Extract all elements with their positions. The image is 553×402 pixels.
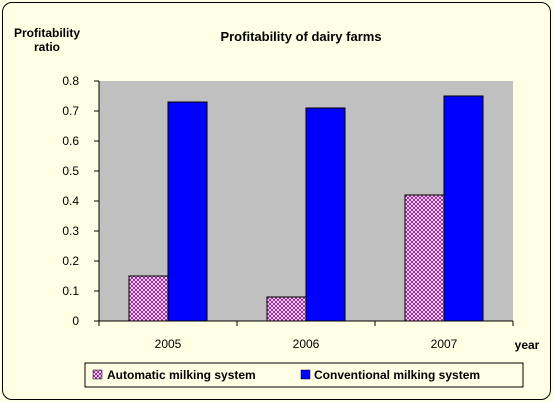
- y-tick-label: 0: [72, 314, 79, 328]
- bars: [128, 95, 484, 322]
- y-tick-label: 0.7: [62, 104, 79, 118]
- y-axis-label-line2: ratio: [34, 40, 60, 54]
- chart-title: Profitability of dairy farms: [220, 29, 381, 44]
- y-tick-label: 0.2: [62, 254, 79, 268]
- x-tick-label: 2007: [431, 337, 458, 351]
- y-tick-label: 0.4: [62, 194, 79, 208]
- bar-conventional-2005: [167, 101, 208, 322]
- y-tick-label: 0.6: [62, 134, 79, 148]
- legend: Automatic milking system Conventional mi…: [84, 362, 524, 388]
- x-tick-label: 2005: [155, 337, 182, 351]
- y-tick-label: 0.8: [62, 74, 79, 88]
- x-tick-label: 2006: [293, 337, 320, 351]
- legend-label-conventional: Conventional milking system: [314, 368, 480, 382]
- bar-conventional-2006: [305, 107, 346, 322]
- tick-labels: 0 0.1 0.2 0.3 0.4 0.5 0.6 0.7 0.8 2005 2006 2007: [62, 74, 457, 351]
- y-axis-label-line1: Profitability: [14, 26, 80, 40]
- y-tick-label: 0.1: [62, 284, 79, 298]
- bar-automatic-2007: [404, 194, 445, 322]
- legend-label-automatic: Automatic milking system: [107, 368, 256, 382]
- bar-automatic-2005: [128, 275, 169, 322]
- bar-chart: Profitability ratio Profitability of dai…: [14, 26, 540, 388]
- y-tick-label: 0.5: [62, 164, 79, 178]
- legend-swatch-conventional: [300, 369, 311, 380]
- y-tick-label: 0.3: [62, 224, 79, 238]
- x-axis-label: year: [515, 338, 540, 352]
- legend-swatch-automatic: [92, 369, 103, 380]
- bar-conventional-2007: [443, 95, 484, 322]
- bar-automatic-2006: [266, 296, 307, 322]
